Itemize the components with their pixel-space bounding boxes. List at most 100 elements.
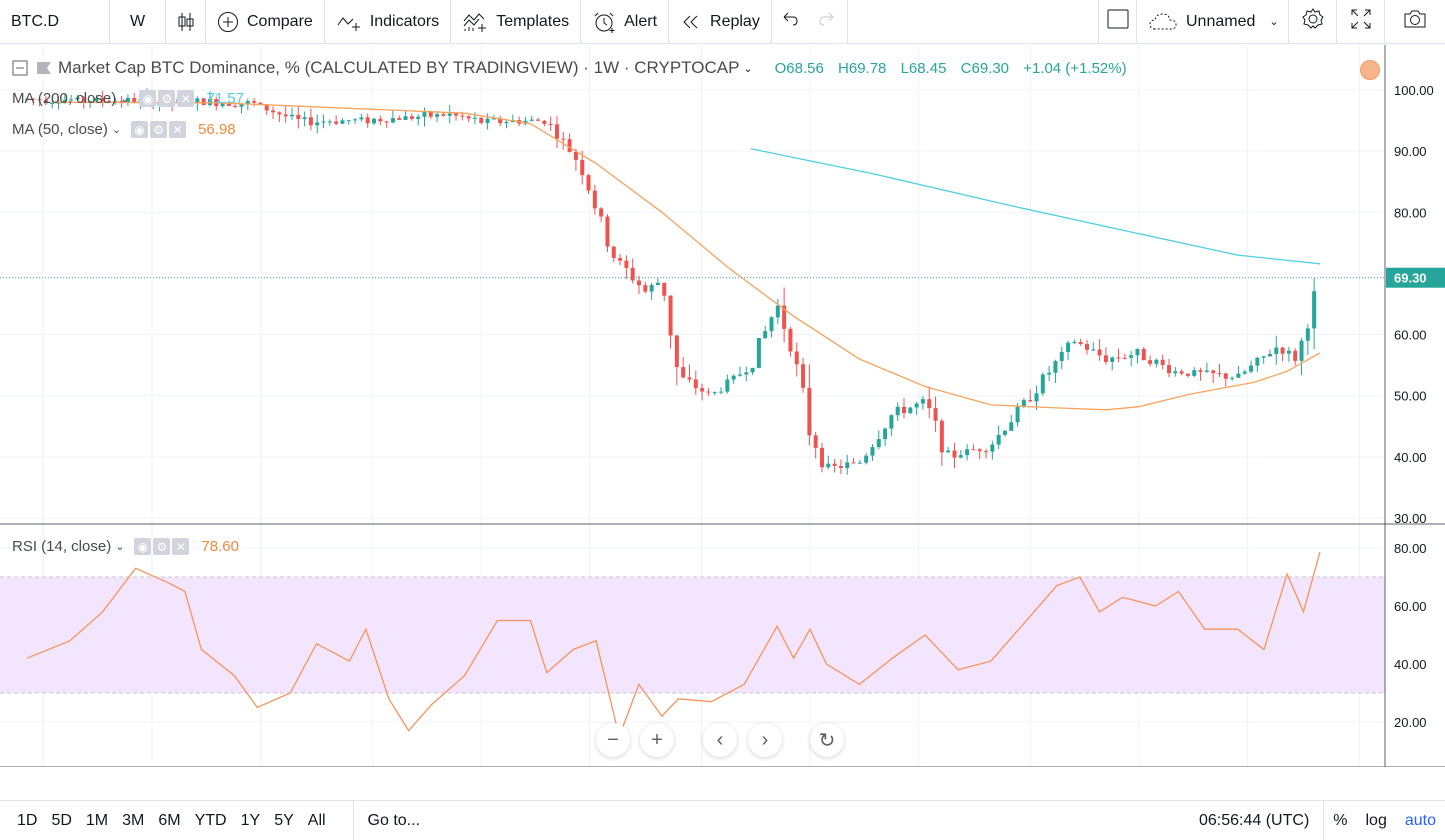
candle-body bbox=[479, 117, 484, 123]
auto-toggle[interactable]: auto bbox=[1404, 812, 1436, 829]
eye-icon[interactable]: ◉ bbox=[134, 538, 152, 555]
candle-body bbox=[605, 216, 610, 247]
candle-body bbox=[599, 208, 604, 217]
goto-button[interactable]: Go to... bbox=[352, 800, 420, 840]
close-icon[interactable]: ✕ bbox=[177, 90, 195, 107]
candle-body bbox=[782, 305, 787, 329]
range-button-ytd[interactable]: YTD bbox=[194, 811, 227, 829]
fullscreen-layout-button[interactable] bbox=[1099, 0, 1137, 44]
candle-body bbox=[315, 122, 320, 126]
replay-button[interactable]: Replay bbox=[669, 0, 772, 44]
plus-icon: + bbox=[651, 728, 663, 751]
chart-type-button[interactable] bbox=[166, 0, 206, 44]
range-button-5d[interactable]: 5D bbox=[51, 811, 72, 829]
ma200-label[interactable]: MA (200, close) bbox=[12, 90, 117, 107]
snapshot-button[interactable] bbox=[1385, 0, 1445, 44]
chevron-down-icon[interactable]: ⌄ bbox=[111, 124, 122, 136]
percent-toggle[interactable]: % bbox=[1333, 812, 1348, 829]
gear-icon[interactable]: ⚙ bbox=[158, 90, 176, 107]
range-button-6m[interactable]: 6M bbox=[158, 811, 181, 829]
candle-body bbox=[365, 117, 370, 124]
eye-icon[interactable]: ◉ bbox=[131, 121, 149, 138]
zoom-out-button[interactable]: − bbox=[596, 723, 630, 757]
candle-body bbox=[693, 379, 698, 389]
range-button-5y[interactable]: 5Y bbox=[274, 811, 294, 829]
templates-button[interactable]: Templates bbox=[451, 0, 582, 44]
candle-body bbox=[845, 462, 850, 469]
rsi-tick-label: 40.00 bbox=[1394, 657, 1427, 672]
range-button-3m[interactable]: 3M bbox=[122, 811, 145, 829]
candle-body bbox=[744, 372, 749, 375]
chart-title[interactable]: Market Cap BTC Dominance, % (CALCULATED … bbox=[58, 58, 740, 77]
indicators-button[interactable]: Indicators bbox=[325, 0, 452, 44]
candle-body bbox=[226, 103, 231, 107]
indicators-icon bbox=[336, 11, 362, 33]
range-button-1d[interactable]: 1D bbox=[17, 811, 38, 829]
candle-body bbox=[908, 407, 913, 414]
layout-name-button[interactable]: Unnamed ⌄ bbox=[1137, 0, 1289, 44]
candle-body bbox=[1204, 370, 1209, 372]
candle-body bbox=[340, 120, 345, 124]
range-button-1y[interactable]: 1Y bbox=[240, 811, 261, 829]
candle-body bbox=[889, 415, 894, 429]
rewind-icon bbox=[680, 11, 702, 33]
candle-body bbox=[271, 110, 276, 113]
candle-body bbox=[195, 98, 200, 104]
range-button-1m[interactable]: 1M bbox=[85, 811, 109, 829]
candle-body bbox=[62, 100, 67, 103]
candle-body bbox=[1059, 351, 1064, 362]
candle-body bbox=[1078, 342, 1083, 345]
chevron-down-icon[interactable]: ⌄ bbox=[743, 62, 753, 75]
scroll-right-button[interactable]: › bbox=[748, 723, 782, 757]
candle-body bbox=[712, 392, 717, 394]
candle-body bbox=[977, 449, 982, 452]
range-button-all[interactable]: All bbox=[307, 811, 326, 829]
log-toggle[interactable]: log bbox=[1365, 812, 1387, 829]
compare-button[interactable]: Compare bbox=[206, 0, 325, 44]
gear-icon[interactable]: ⚙ bbox=[153, 538, 171, 555]
chart-canvas[interactable]: 100.0090.0080.0070.0060.0050.0040.0030.0… bbox=[0, 45, 1445, 767]
settings-button[interactable] bbox=[1289, 0, 1337, 44]
gear-icon[interactable]: ⚙ bbox=[150, 121, 168, 138]
symbol-button[interactable]: BTC.D bbox=[0, 0, 110, 44]
interval-button[interactable]: W bbox=[110, 0, 166, 44]
bottom-right-controls: 06:56:44 (UTC) % log auto bbox=[1190, 801, 1445, 840]
alert-button[interactable]: Alert bbox=[581, 0, 670, 44]
candle-body bbox=[1236, 373, 1241, 378]
notification-dot[interactable] bbox=[1360, 60, 1380, 80]
candle-body bbox=[763, 331, 768, 338]
ma50-value: 56.98 bbox=[198, 121, 236, 138]
gear-icon bbox=[1301, 7, 1325, 36]
ma200-controls: ◉ ⚙ ✕ bbox=[139, 90, 196, 107]
fullscreen-button[interactable] bbox=[1337, 0, 1385, 44]
candle-body bbox=[668, 295, 673, 336]
chevron-down-icon[interactable]: ⌄ bbox=[120, 93, 130, 105]
zoom-in-button[interactable]: + bbox=[640, 723, 674, 757]
close-icon[interactable]: ✕ bbox=[172, 538, 190, 555]
collapse-legend-icon[interactable] bbox=[12, 60, 28, 76]
reset-chart-button[interactable]: ↻ bbox=[810, 723, 844, 757]
candle-body bbox=[1135, 348, 1140, 356]
rsi-label[interactable]: RSI (14, close) bbox=[12, 538, 112, 555]
candle-body bbox=[1230, 377, 1235, 379]
scroll-left-button[interactable]: ‹ bbox=[703, 723, 737, 757]
price-tick-label: 90.00 bbox=[1394, 144, 1427, 159]
redo-button[interactable] bbox=[808, 0, 848, 44]
close-icon[interactable]: ✕ bbox=[169, 121, 187, 138]
candle-body bbox=[788, 328, 793, 352]
candle-body bbox=[813, 435, 818, 448]
chart-area[interactable]: 100.0090.0080.0070.0060.0050.0040.0030.0… bbox=[0, 45, 1445, 767]
clock[interactable]: 06:56:44 (UTC) bbox=[1190, 801, 1325, 840]
chevron-down-icon[interactable]: ⌄ bbox=[115, 541, 125, 553]
candle-body bbox=[902, 406, 907, 414]
candle-body bbox=[529, 119, 534, 121]
templates-label: Templates bbox=[496, 12, 570, 30]
ma50-label[interactable]: MA (50, close) bbox=[12, 121, 108, 138]
eye-icon[interactable]: ◉ bbox=[139, 90, 157, 107]
close-value: C69.30 bbox=[960, 59, 1010, 77]
candle-body bbox=[737, 374, 742, 376]
candle-body bbox=[838, 465, 843, 469]
candle-body bbox=[1261, 356, 1266, 358]
undo-button[interactable] bbox=[772, 0, 808, 44]
candle-body bbox=[409, 116, 414, 119]
